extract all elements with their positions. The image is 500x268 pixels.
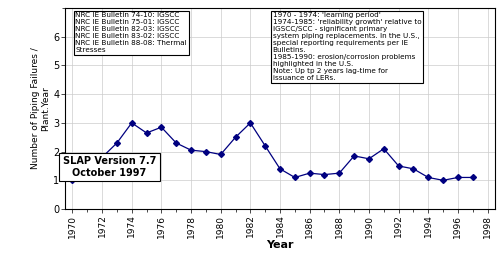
Text: SLAP Version 7.7
October 1997: SLAP Version 7.7 October 1997: [63, 156, 156, 177]
Y-axis label: Number of Piping Failures /
Plant.Year: Number of Piping Failures / Plant.Year: [31, 48, 50, 169]
Text: 1970 - 1974: 'learning period'
1974-1985: 'reliability growth' relative to
IGSCC: 1970 - 1974: 'learning period' 1974-1985…: [272, 12, 421, 81]
X-axis label: Year: Year: [266, 240, 294, 250]
Text: NRC IE Bulletin 74-10: IGSCC
NRC IE Bulletin 75-01: IGSCC
NRC IE Bulletin 82-03:: NRC IE Bulletin 74-10: IGSCC NRC IE Bull…: [76, 12, 187, 53]
